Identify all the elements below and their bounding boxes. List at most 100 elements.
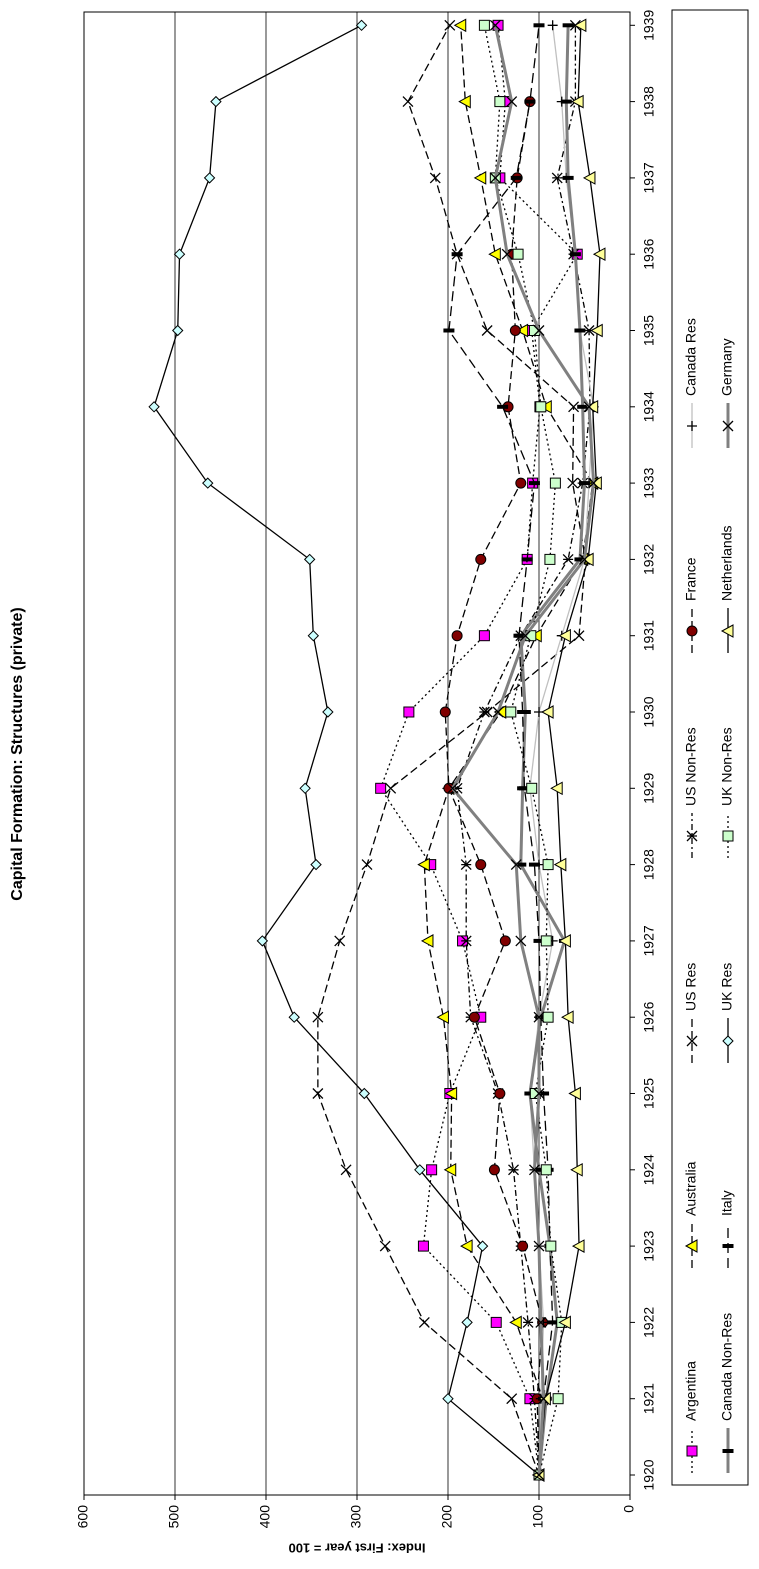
x-tick-label: 1937 xyxy=(641,162,657,193)
marker xyxy=(288,1011,300,1023)
y-tick-label: 400 xyxy=(257,1505,273,1529)
marker xyxy=(460,935,472,947)
marker xyxy=(540,935,552,947)
legend-label: Canada Non-Res xyxy=(719,1313,735,1421)
marker xyxy=(478,19,490,31)
marker xyxy=(569,252,581,257)
marker xyxy=(542,1011,554,1023)
legend-label: Italy xyxy=(719,1190,735,1216)
marker xyxy=(686,830,698,842)
marker xyxy=(720,624,734,638)
marker xyxy=(443,328,455,333)
marker xyxy=(562,23,574,28)
marker xyxy=(473,171,487,185)
marker xyxy=(558,1315,571,1330)
marker xyxy=(722,420,734,432)
marker xyxy=(172,324,184,337)
y-tick-label: 100 xyxy=(530,1505,546,1529)
marker xyxy=(334,935,346,947)
marker xyxy=(574,328,586,333)
marker xyxy=(492,706,504,718)
series-line xyxy=(448,25,554,1476)
marker xyxy=(299,782,311,795)
marker xyxy=(592,247,606,262)
marker xyxy=(535,401,547,413)
x-tick-label: 1923 xyxy=(641,1230,657,1261)
y-tick-label: 300 xyxy=(348,1505,364,1529)
marker xyxy=(571,94,584,109)
marker xyxy=(510,175,522,180)
marker xyxy=(340,1164,352,1176)
marker xyxy=(494,96,506,108)
x-tick-label: 1926 xyxy=(641,1001,657,1032)
series-line xyxy=(379,25,579,1476)
marker xyxy=(533,1011,545,1023)
marker xyxy=(312,1088,324,1099)
marker xyxy=(489,172,501,184)
marker xyxy=(494,1088,506,1099)
legend-label: Australia xyxy=(683,1161,699,1216)
marker xyxy=(444,19,456,31)
marker xyxy=(310,858,322,871)
marker xyxy=(526,782,538,794)
marker xyxy=(550,781,563,796)
marker xyxy=(545,1240,557,1252)
marker xyxy=(451,252,463,257)
marker xyxy=(303,553,316,566)
marker xyxy=(561,1010,574,1025)
series-line xyxy=(483,25,563,1476)
series-line xyxy=(450,24,596,1476)
x-tick-label: 1928 xyxy=(641,849,657,880)
legend-label: Canada Res xyxy=(683,318,699,396)
marker xyxy=(568,401,580,413)
marker xyxy=(562,175,574,180)
y-tick-label: 0 xyxy=(621,1505,637,1513)
x-tick-label: 1924 xyxy=(641,1154,657,1185)
marker xyxy=(420,934,434,948)
marker xyxy=(686,625,698,637)
marker xyxy=(488,1164,500,1176)
marker xyxy=(497,404,509,409)
marker xyxy=(506,96,518,108)
marker xyxy=(202,477,214,489)
marker xyxy=(533,325,545,336)
x-tick-label: 1932 xyxy=(641,544,657,575)
marker xyxy=(475,859,487,871)
marker xyxy=(505,706,517,718)
marker xyxy=(549,477,561,489)
marker xyxy=(570,1162,583,1177)
marker xyxy=(560,99,572,104)
marker xyxy=(558,628,571,643)
marker xyxy=(722,830,734,842)
marker xyxy=(417,1240,429,1252)
marker xyxy=(686,1035,698,1047)
marker xyxy=(553,857,567,872)
marker xyxy=(256,935,269,947)
marker xyxy=(355,19,368,32)
marker xyxy=(509,1315,522,1330)
x-tick-label: 1938 xyxy=(641,86,657,117)
marker xyxy=(461,1316,473,1329)
legend-label: Germany xyxy=(719,338,735,396)
legend-label: UK Non-Res xyxy=(719,727,735,806)
marker xyxy=(501,248,513,260)
marker xyxy=(686,1445,698,1457)
marker xyxy=(210,95,222,108)
marker xyxy=(379,1240,391,1252)
marker xyxy=(443,1162,457,1177)
y-tick-label: 500 xyxy=(166,1505,182,1529)
marker xyxy=(542,859,554,871)
marker xyxy=(524,99,536,104)
x-tick-label: 1939 xyxy=(641,10,657,41)
marker xyxy=(509,325,521,336)
series-line xyxy=(423,25,594,1476)
marker xyxy=(568,1086,581,1101)
chart-title: Capital Formation: Structures (private) xyxy=(9,607,26,900)
marker xyxy=(453,18,467,33)
legend-label: France xyxy=(683,557,699,601)
series-line xyxy=(317,24,587,1476)
x-tick-label: 1922 xyxy=(641,1307,657,1338)
marker xyxy=(429,172,441,184)
marker xyxy=(488,247,501,262)
marker xyxy=(173,248,186,260)
